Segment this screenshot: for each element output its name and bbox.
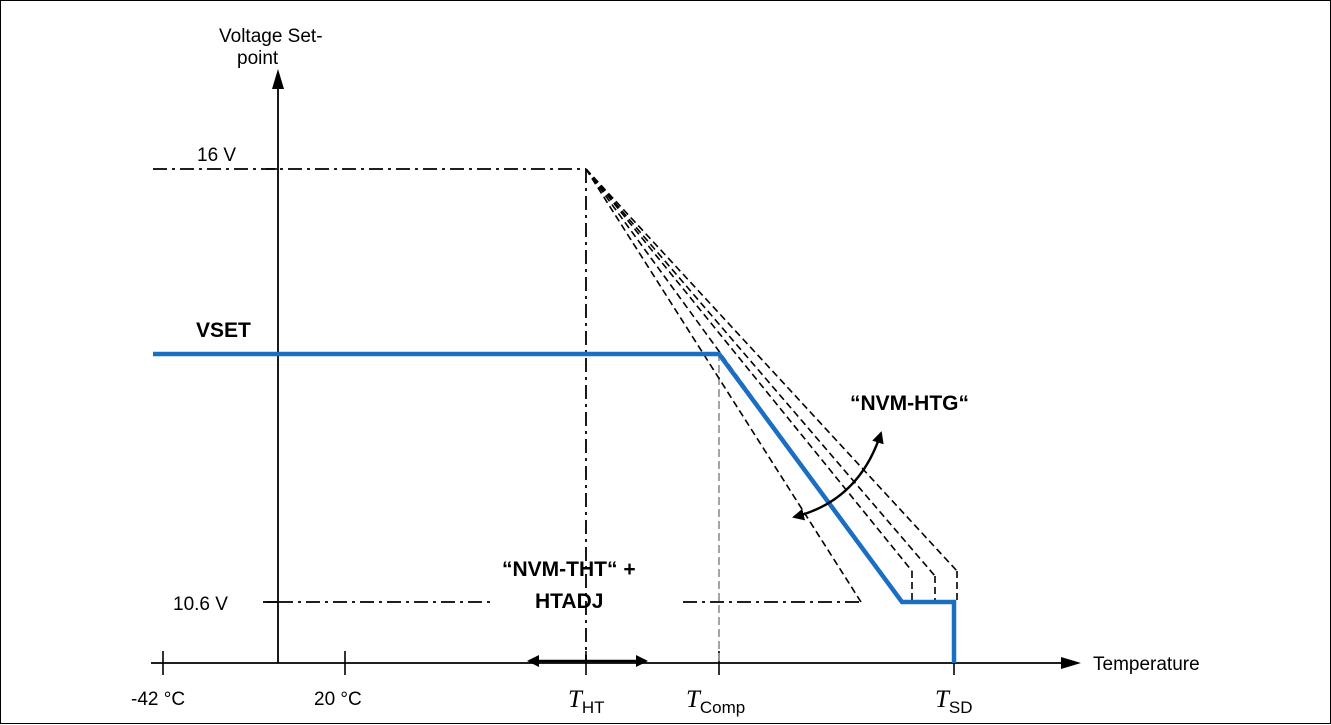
marker-tcomp: TComp [686, 686, 745, 717]
x-tick-label-t1: -42 °C [131, 689, 185, 710]
marker-tht: THT [568, 686, 605, 717]
htg-adjust-arrow [792, 431, 884, 521]
y-level-10v6: 10.6 V [173, 594, 228, 615]
x-axis-arrow [1061, 657, 1081, 669]
y-axis-label-line1: Voltage Set- [219, 26, 323, 47]
y-axis-label-line2: point [237, 48, 279, 69]
tht-label-line2: HTADJ [535, 590, 603, 613]
tht-label-line1: “NVM-THT“ + [502, 558, 636, 581]
y-axis-arrow [272, 69, 284, 89]
vset-curve [153, 351, 957, 663]
x-tick-label-t2: 20 °C [314, 689, 362, 710]
y-level-16v: 16 V [197, 145, 236, 166]
x-axis-label: Temperature [1093, 654, 1200, 675]
htg-slope-fan [585, 168, 958, 603]
htg-label: “NVM-HTG“ [850, 392, 969, 415]
vset-label: VSET [196, 319, 251, 342]
marker-tsd: TSD [935, 686, 973, 717]
